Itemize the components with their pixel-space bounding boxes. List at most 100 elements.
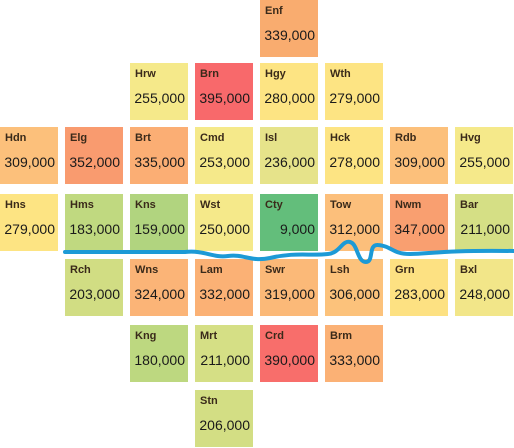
borough-tile-enf[interactable]: Enf 339,000: [260, 0, 318, 57]
borough-tile-hrw[interactable]: Hrw 255,000: [130, 63, 188, 120]
borough-tile-bar[interactable]: Bar 211,000: [455, 194, 513, 251]
borough-value: 306,000: [329, 286, 380, 302]
borough-value: 324,000: [134, 286, 185, 302]
borough-tile-tow[interactable]: Tow 312,000: [325, 194, 383, 251]
borough-value: 332,000: [199, 286, 250, 302]
borough-tile-crd[interactable]: Crd 390,000: [260, 325, 318, 382]
borough-code: Swr: [265, 264, 286, 276]
borough-tile-lam[interactable]: Lam 332,000: [195, 259, 253, 316]
borough-value: 183,000: [69, 221, 120, 237]
borough-value: 395,000: [199, 90, 250, 106]
borough-value: 253,000: [199, 154, 250, 170]
borough-code: Isl: [265, 132, 278, 144]
borough-code: Hck: [330, 132, 351, 144]
borough-code: Tow: [330, 199, 352, 211]
borough-tile-rdb[interactable]: Rdb 309,000: [390, 127, 448, 184]
borough-tile-swr[interactable]: Swr 319,000: [260, 259, 318, 316]
borough-value: 278,000: [329, 154, 380, 170]
borough-tile-rch[interactable]: Rch 203,000: [65, 259, 123, 316]
borough-code: Brt: [135, 132, 151, 144]
borough-tile-brn[interactable]: Brn 395,000: [195, 63, 253, 120]
borough-code: Hvg: [460, 132, 481, 144]
borough-value: 390,000: [264, 352, 315, 368]
borough-value: 279,000: [4, 221, 55, 237]
borough-value: 203,000: [69, 286, 120, 302]
borough-value: 280,000: [264, 90, 315, 106]
borough-value: 312,000: [329, 221, 380, 237]
borough-code: Hdn: [5, 132, 27, 144]
borough-value: 255,000: [459, 154, 510, 170]
borough-tile-nwm[interactable]: Nwm 347,000: [390, 194, 448, 251]
borough-value: 333,000: [329, 352, 380, 368]
borough-code: Brn: [200, 68, 219, 80]
borough-tile-brt[interactable]: Brt 335,000: [130, 127, 188, 184]
borough-code: Crd: [265, 330, 284, 342]
borough-value: 250,000: [199, 221, 250, 237]
borough-value: 319,000: [264, 286, 315, 302]
borough-value: 352,000: [69, 154, 120, 170]
borough-code: Brm: [330, 330, 353, 342]
borough-code: Enf: [265, 5, 283, 17]
borough-code: Wst: [200, 199, 221, 211]
borough-code: Hrw: [135, 68, 156, 80]
borough-tile-brm[interactable]: Brm 333,000: [325, 325, 383, 382]
borough-code: Bar: [460, 199, 479, 211]
borough-code: Kng: [135, 330, 157, 342]
borough-code: Hns: [5, 199, 26, 211]
borough-tile-mrt[interactable]: Mrt 211,000: [195, 325, 253, 382]
borough-value: 347,000: [394, 221, 445, 237]
borough-value: 279,000: [329, 90, 380, 106]
borough-code: Lsh: [330, 264, 350, 276]
borough-code: Grn: [395, 264, 415, 276]
borough-code: Hms: [70, 199, 94, 211]
borough-tile-kng[interactable]: Kng 180,000: [130, 325, 188, 382]
borough-value: 335,000: [134, 154, 185, 170]
borough-tile-kns[interactable]: Kns 159,000: [130, 194, 188, 251]
borough-tile-wst[interactable]: Wst 250,000: [195, 194, 253, 251]
borough-value: 159,000: [134, 221, 185, 237]
borough-code: Rch: [70, 264, 91, 276]
borough-tile-cty[interactable]: Cty 9,000: [260, 194, 318, 251]
borough-code: Hgy: [265, 68, 286, 80]
borough-tile-hck[interactable]: Hck 278,000: [325, 127, 383, 184]
borough-code: Elg: [70, 132, 88, 144]
borough-value: 211,000: [460, 221, 510, 237]
borough-code: Nwm: [395, 199, 422, 211]
borough-tile-hns[interactable]: Hns 279,000: [0, 194, 58, 251]
borough-tile-bxl[interactable]: Bxl 248,000: [455, 259, 513, 316]
borough-code: Cty: [265, 199, 283, 211]
borough-code: Cmd: [200, 132, 225, 144]
borough-tile-cmd[interactable]: Cmd 253,000: [195, 127, 253, 184]
borough-code: Wth: [330, 68, 351, 80]
borough-tile-wns[interactable]: Wns 324,000: [130, 259, 188, 316]
borough-tile-stn[interactable]: Stn 206,000: [195, 390, 253, 447]
borough-value: 211,000: [200, 352, 250, 368]
borough-value: 255,000: [134, 90, 185, 106]
borough-value: 309,000: [394, 154, 445, 170]
borough-value: 206,000: [199, 417, 250, 433]
borough-code: Wns: [135, 264, 159, 276]
borough-code: Kns: [135, 199, 156, 211]
borough-code: Stn: [200, 395, 218, 407]
borough-code: Bxl: [460, 264, 478, 276]
borough-code: Lam: [200, 264, 223, 276]
borough-tile-wth[interactable]: Wth 279,000: [325, 63, 383, 120]
borough-tile-hvg[interactable]: Hvg 255,000: [455, 127, 513, 184]
borough-value: 248,000: [459, 286, 510, 302]
borough-value: 236,000: [264, 154, 315, 170]
borough-value: 283,000: [394, 286, 445, 302]
borough-tile-isl[interactable]: Isl 236,000: [260, 127, 318, 184]
borough-code: Rdb: [395, 132, 417, 144]
borough-tile-grn[interactable]: Grn 283,000: [390, 259, 448, 316]
borough-code: Mrt: [200, 330, 218, 342]
borough-tile-lsh[interactable]: Lsh 306,000: [325, 259, 383, 316]
borough-tile-elg[interactable]: Elg 352,000: [65, 127, 123, 184]
borough-value: 309,000: [4, 154, 55, 170]
borough-value: 9,000: [279, 221, 315, 237]
borough-value: 180,000: [134, 352, 185, 368]
borough-tile-hdn[interactable]: Hdn 309,000: [0, 127, 58, 184]
borough-value: 339,000: [264, 27, 315, 43]
borough-tile-hms[interactable]: Hms 183,000: [65, 194, 123, 251]
borough-tile-hgy[interactable]: Hgy 280,000: [260, 63, 318, 120]
